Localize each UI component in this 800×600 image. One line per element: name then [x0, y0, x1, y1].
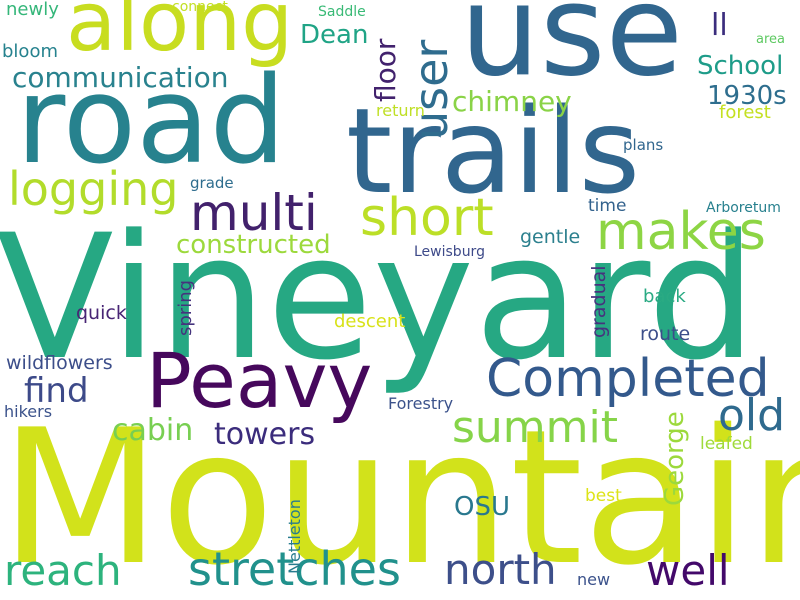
word-gradual: gradual — [588, 265, 610, 338]
word-wildflowers: wildflowers — [6, 352, 113, 374]
word-return: return — [376, 101, 425, 120]
word-peavy: Peavy — [146, 336, 373, 425]
word-makes: makes — [596, 202, 766, 262]
word-arboretum: Arboretum — [706, 200, 781, 216]
word-back: back — [643, 286, 686, 307]
word-lewisburg: Lewisburg — [414, 244, 485, 260]
word-newly: newly — [6, 0, 59, 20]
word-floor: floor — [369, 38, 402, 102]
word-george: George — [660, 411, 690, 506]
word-school: School — [697, 51, 784, 81]
word-hikers: hikers — [4, 402, 53, 421]
word-find: find — [24, 371, 89, 411]
word-saddle: Saddle — [318, 4, 366, 20]
word-trails: trails — [346, 82, 641, 220]
word-old: old — [718, 390, 786, 441]
word-bloom: bloom — [2, 41, 58, 62]
word-area: area — [756, 32, 785, 47]
word-descent: descent — [334, 311, 406, 332]
word-route: route — [640, 323, 691, 345]
word-1930s: 1930s — [707, 81, 787, 111]
word-multi: multi — [190, 184, 318, 242]
word-stretches: stretches — [188, 542, 401, 596]
word-time: time — [588, 196, 627, 216]
word-completed: Completed — [486, 349, 770, 409]
word-use: use — [460, 0, 684, 104]
word-reach: reach — [4, 546, 122, 595]
word-road: road — [16, 52, 286, 191]
word-forest: forest — [719, 102, 771, 123]
word-leafed: leafed — [700, 434, 753, 454]
word-short: short — [360, 188, 494, 248]
word-quick: quick — [76, 302, 127, 324]
word-communication: communication — [12, 61, 229, 94]
word-constructed: constructed — [176, 230, 331, 260]
word-connect: connect — [172, 0, 228, 15]
word-forestry: Forestry — [388, 394, 454, 413]
word-along: along — [66, 0, 294, 70]
word-vineyard: Vineyard — [0, 197, 757, 398]
word-towers: towers — [214, 417, 316, 452]
word-gentle: gentle — [520, 226, 581, 248]
word-logging: logging — [8, 162, 179, 216]
word-cabin: cabin — [112, 413, 194, 448]
word-spring: spring — [175, 279, 196, 336]
word-best: best — [585, 486, 622, 506]
word-osu: OSU — [454, 492, 510, 522]
word-mountain: Mountain — [0, 389, 800, 600]
word-summit: summit — [452, 402, 619, 453]
word-new: new — [577, 570, 611, 589]
word-dean: Dean — [300, 20, 369, 50]
word-user: user — [404, 39, 458, 140]
word-plans: plans — [623, 136, 664, 154]
word-ll: ll — [711, 8, 728, 43]
word-well: well — [646, 546, 730, 595]
word-north: north — [444, 545, 557, 594]
word-grade: grade — [190, 174, 234, 192]
word-chimney: chimney — [452, 85, 572, 118]
word-nettleton: Nettleton — [285, 499, 304, 574]
